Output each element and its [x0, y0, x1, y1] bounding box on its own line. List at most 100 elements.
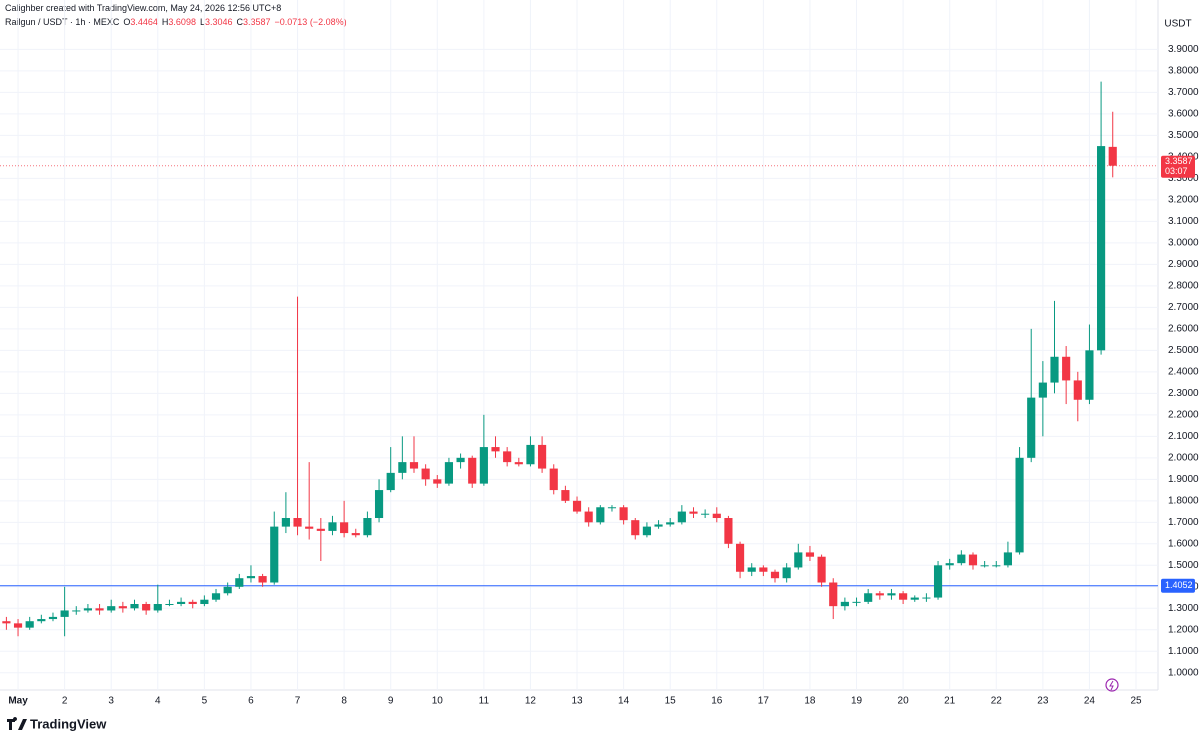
- y-tick-label: 1.6000: [1168, 538, 1199, 549]
- y-tick-label: 2.1000: [1168, 431, 1199, 442]
- candle-body: [922, 597, 931, 599]
- y-tick-label: 3.8000: [1168, 65, 1199, 76]
- y-tick-label: 1.9000: [1168, 474, 1199, 485]
- candle-body: [340, 522, 349, 534]
- candle-body: [538, 444, 547, 469]
- symbol: Railgun / USDT · 1h · MEXC: [5, 17, 120, 27]
- y-tick-label: 3.5000: [1168, 130, 1199, 141]
- candle-body: [689, 511, 698, 514]
- candle-body: [572, 500, 582, 512]
- grid: [0, 0, 1158, 690]
- candle-body: [596, 507, 605, 523]
- candle-body: [433, 479, 442, 484]
- candle-body: [235, 578, 244, 587]
- candle-body: [421, 468, 430, 480]
- candle-body: [666, 522, 675, 525]
- x-tick-label: 25: [1130, 696, 1142, 707]
- x-tick-label: 24: [1084, 696, 1096, 707]
- brand: TradingView: [30, 716, 107, 731]
- y-tick-label: 1.2000: [1168, 624, 1199, 635]
- candle-body: [805, 552, 815, 557]
- candle-body: [211, 593, 221, 600]
- candle-body: [945, 563, 954, 566]
- y-tick-label: 1.8000: [1168, 495, 1199, 506]
- y-tick-label: 3.9000: [1168, 44, 1199, 55]
- flash-icon[interactable]: [1105, 678, 1119, 692]
- candle-body: [118, 606, 127, 609]
- y-tick-label: 3.7000: [1168, 87, 1199, 98]
- hline-label: 1.4052: [1165, 580, 1193, 590]
- candle-body: [246, 576, 256, 579]
- x-tick-label: 23: [1037, 696, 1049, 707]
- y-tick-label: 2.4000: [1168, 366, 1199, 377]
- x-tick-label: 11: [479, 696, 490, 707]
- candle-body: [95, 608, 104, 611]
- x-tick-label: 14: [618, 696, 630, 707]
- y-tick-label: 2.2000: [1168, 409, 1199, 420]
- y-tick-label: 1.1000: [1168, 646, 1199, 657]
- candle-body: [701, 513, 710, 515]
- candle-body: [503, 451, 512, 463]
- x-tick-label: 18: [804, 696, 816, 707]
- candle-body: [1015, 457, 1024, 553]
- x-tick-label: 8: [341, 696, 347, 707]
- y-tick-label: 3.0000: [1168, 237, 1199, 248]
- candle-body: [25, 621, 34, 628]
- candle-body: [735, 543, 745, 572]
- candle-body: [514, 462, 523, 465]
- candle-body: [631, 520, 640, 536]
- x-tick-label: 10: [432, 696, 444, 707]
- candle-body: [142, 604, 151, 611]
- candle-body: [840, 601, 849, 607]
- x-tick-label: 20: [898, 696, 910, 707]
- y-tick-label: 3.2000: [1168, 194, 1199, 205]
- y-tick-label: 2.3000: [1168, 388, 1199, 399]
- y-tick-label: 3.3000: [1168, 173, 1199, 184]
- candle-body: [642, 526, 651, 536]
- candle-body: [549, 468, 558, 491]
- candle-body: [584, 511, 593, 523]
- candle-body: [829, 582, 838, 607]
- candle-body: [130, 604, 139, 609]
- candle-body: [875, 593, 884, 596]
- candle-body: [887, 593, 896, 596]
- candle-body: [1073, 380, 1082, 400]
- candle-body: [992, 565, 1001, 567]
- x-tick-label: 17: [758, 696, 770, 707]
- candle-body: [933, 565, 943, 598]
- candle-body: [83, 608, 92, 611]
- candle-body: [1097, 146, 1106, 351]
- candle-body: [258, 576, 267, 583]
- candle-body: [479, 447, 488, 484]
- candle-body: [899, 593, 908, 600]
- candle-body: [409, 462, 419, 469]
- candle-body: [957, 554, 966, 564]
- candle-body: [1108, 146, 1117, 166]
- candle-body: [468, 457, 477, 484]
- candle-body: [817, 556, 826, 583]
- x-tick-label: 12: [525, 696, 537, 707]
- candle-body: [852, 601, 861, 603]
- candle-body: [48, 616, 58, 620]
- candle-body: [654, 524, 663, 527]
- y-tick-label: 1.0000: [1168, 667, 1199, 678]
- y-tick-label: 2.5000: [1168, 345, 1199, 356]
- y-tick-label: 3.6000: [1168, 108, 1199, 119]
- y-tick-label: 1.7000: [1168, 517, 1199, 528]
- candle-body: [305, 526, 314, 529]
- candle-body: [72, 610, 81, 612]
- x-tick-label: 9: [388, 696, 394, 707]
- candle-body: [60, 610, 69, 617]
- candle-body: [607, 507, 617, 509]
- candle-body: [747, 567, 756, 572]
- x-tick-label: 16: [711, 696, 723, 707]
- countdown: 03:07: [1165, 166, 1188, 176]
- x-tick-label: 2: [62, 696, 68, 707]
- candle-body: [1085, 350, 1094, 400]
- ohlc-value: 3.4464: [130, 17, 158, 27]
- candle-body: [619, 507, 628, 521]
- candle-body: [281, 518, 290, 527]
- candle-body: [910, 597, 919, 600]
